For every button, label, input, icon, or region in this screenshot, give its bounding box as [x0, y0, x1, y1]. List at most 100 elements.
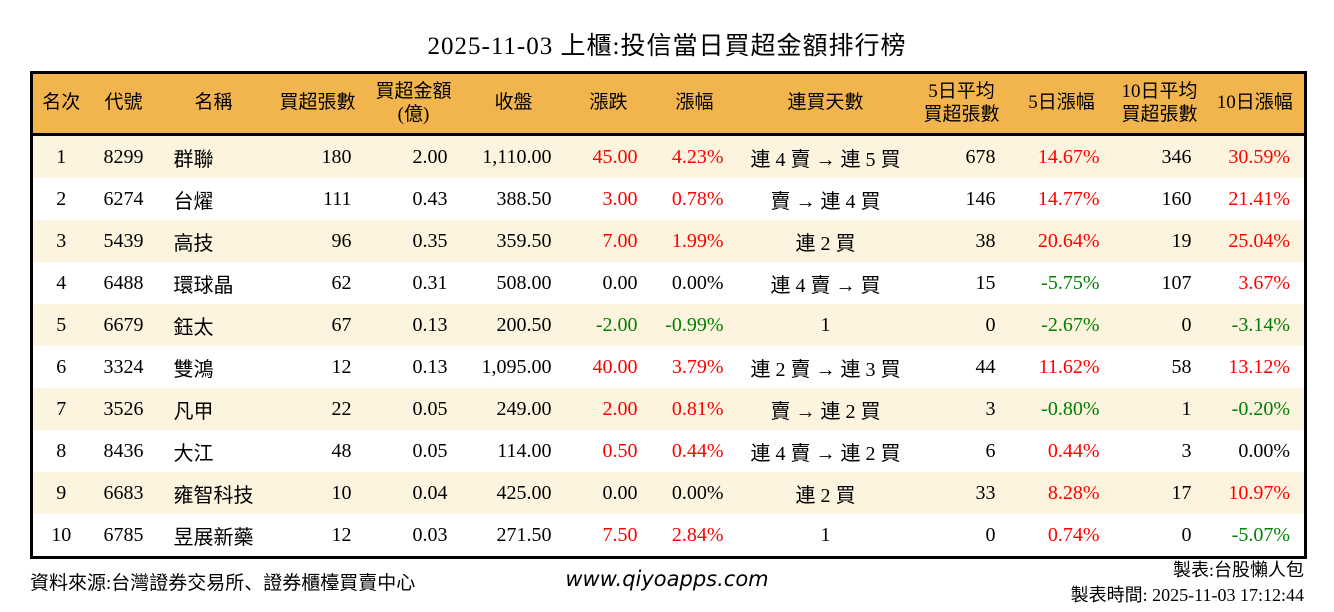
- col-header-10: 5日平均 買超張數: [913, 72, 1010, 136]
- cell-col1: 9: [56, 481, 67, 504]
- cell-col3: 昱展新藥: [173, 526, 254, 549]
- cell-col7: 0.50: [602, 439, 638, 462]
- cell-col2: 6274: [103, 187, 144, 210]
- made-time: 製表時間: 2025-11-03 17:12:44: [1070, 585, 1304, 606]
- cell-col5: 0.13: [412, 313, 448, 336]
- cell-col9: 連 2 賣 → 連 3 買: [750, 358, 901, 381]
- cell-col3: 台燿: [173, 190, 214, 213]
- cell-col11: -5.75%: [1041, 271, 1100, 294]
- cell-col1: 3: [56, 229, 67, 252]
- cell-col2: 3526: [103, 397, 144, 420]
- cell-col1: 5: [56, 313, 67, 336]
- cell-col12: 346: [1161, 145, 1192, 168]
- cell-col5: 0.31: [412, 271, 448, 294]
- cell-col9: 連 2 買: [795, 484, 856, 507]
- table-row: 7 3526 凡甲 22 0.05 249.00 2.00 0.81% 賣 → 連 2 買 3 -0…: [31, 388, 1306, 430]
- col-header-2: 代號: [89, 72, 158, 136]
- cell-col4: 12: [331, 523, 352, 546]
- cell-col4: 12: [331, 355, 352, 378]
- cell-col6: 1,095.00: [481, 355, 552, 378]
- col-header-8: 漲幅: [651, 72, 738, 136]
- cell-col11: 14.77%: [1037, 187, 1100, 210]
- cell-col7: -2.00: [595, 313, 638, 336]
- cell-col9: 連 4 賣 → 買: [770, 274, 881, 297]
- cell-col13: 30.59%: [1228, 145, 1290, 168]
- cell-col2: 3324: [103, 355, 144, 378]
- cell-col6: 508.00: [496, 271, 552, 294]
- col-header-3: 名稱: [157, 72, 270, 136]
- cell-col7: 0.00: [602, 481, 638, 504]
- cell-col4: 111: [322, 187, 352, 210]
- cell-col9: 賣 → 連 2 買: [770, 400, 881, 423]
- cell-col9: 賣 → 連 4 買: [770, 190, 881, 213]
- cell-col2: 6679: [103, 313, 144, 336]
- cell-col8: 0.00%: [671, 481, 724, 504]
- table-body: 1 8299 群聯 180 2.00 1,110.00 45.00 4.23% 連 4 賣 → …: [31, 134, 1306, 558]
- cell-col2: 8299: [103, 145, 144, 168]
- table-row: 2 6274 台燿 111 0.43 388.50 3.00 0.78% 賣 → 連 4 買 14…: [31, 178, 1306, 220]
- cell-col6: 359.50: [496, 229, 552, 252]
- cell-col1: 2: [56, 187, 67, 210]
- cell-col6: 200.50: [496, 313, 552, 336]
- cell-col5: 0.05: [412, 397, 448, 420]
- cell-col10: 6: [985, 439, 996, 462]
- cell-col5: 0.05: [412, 439, 448, 462]
- cell-col13: 21.41%: [1228, 187, 1290, 210]
- col-header-7: 漲跌: [565, 72, 652, 136]
- cell-col11: 0.74%: [1047, 523, 1100, 546]
- cell-col12: 0: [1181, 523, 1192, 546]
- cell-col13: 0.00%: [1238, 439, 1290, 462]
- table-row: 5 6679 鈺太 67 0.13 200.50 -2.00 -0.99% 1 0 -2.67% 0 -…: [31, 304, 1306, 346]
- cell-col3: 凡甲: [173, 400, 214, 423]
- cell-col13: 13.12%: [1228, 355, 1290, 378]
- cell-col13: -3.14%: [1231, 313, 1290, 336]
- cell-col2: 6683: [103, 481, 144, 504]
- col-header-6: 收盤: [461, 72, 566, 136]
- page-title: 2025-11-03 上櫃:投信當日買超金額排行榜: [427, 33, 907, 60]
- cell-col5: 0.13: [412, 355, 448, 378]
- cell-col3: 群聯: [173, 148, 214, 171]
- cell-col9: 連 2 買: [795, 232, 856, 255]
- cell-col11: 0.44%: [1047, 439, 1100, 462]
- cell-col10: 146: [965, 187, 996, 210]
- cell-col8: 0.44%: [671, 439, 724, 462]
- cell-col9: 1: [820, 523, 831, 546]
- cell-col4: 22: [331, 397, 352, 420]
- cell-col5: 2.00: [412, 145, 448, 168]
- cell-col7: 45.00: [592, 145, 638, 168]
- cell-col3: 環球晶: [173, 274, 234, 297]
- cell-col6: 425.00: [496, 481, 552, 504]
- cell-col12: 58: [1171, 355, 1192, 378]
- cell-col5: 0.35: [412, 229, 448, 252]
- cell-col3: 雍智科技: [173, 484, 254, 507]
- col-header-4: 買超張數: [269, 72, 366, 136]
- cell-col11: 14.67%: [1037, 145, 1100, 168]
- table-row: 3 5439 高技 96 0.35 359.50 7.00 1.99% 連 2 買 38 20.64…: [31, 220, 1306, 262]
- cell-col3: 雙鴻: [173, 358, 214, 381]
- table-row: 9 6683 雍智科技 10 0.04 425.00 0.00 0.00% 連 2 買 33 8.2…: [31, 472, 1306, 514]
- cell-col3: 鈺太: [173, 316, 214, 339]
- cell-col8: 2.84%: [671, 523, 724, 546]
- table-row: 10 6785 昱展新藥 12 0.03 271.50 7.50 2.84% 1 0 0.74% 0-…: [31, 514, 1306, 558]
- cell-col12: 3: [1181, 439, 1192, 462]
- col-header-9: 連買天數: [737, 72, 914, 136]
- table-row: 1 8299 群聯 180 2.00 1,110.00 45.00 4.23% 連 4 賣 → …: [31, 134, 1306, 178]
- cell-col12: 19: [1171, 229, 1192, 252]
- cell-col4: 10: [331, 481, 352, 504]
- cell-col13: 3.67%: [1238, 271, 1290, 294]
- cell-col8: 1.99%: [671, 229, 724, 252]
- table-header: 名次 代號 名稱 買超張數 買超金額 (億) 收盤 漲跌 漲幅 連買天數 5日平均 買超張數 5日漲…: [31, 72, 1306, 136]
- cell-col11: -0.80%: [1041, 397, 1100, 420]
- cell-col13: -0.20%: [1231, 397, 1290, 420]
- cell-col7: 7.50: [602, 523, 638, 546]
- cell-col2: 8436: [103, 439, 144, 462]
- col-header-12: 10日平均 買超張數: [1113, 72, 1206, 136]
- cell-col3: 大江: [173, 442, 214, 465]
- cell-col8: 0.00%: [671, 271, 724, 294]
- header-row: 名次 代號 名稱 買超張數 買超金額 (億) 收盤 漲跌 漲幅 連買天數 5日平均 買超張數 5日漲…: [31, 72, 1306, 136]
- cell-col11: 8.28%: [1047, 481, 1100, 504]
- cell-col13: 25.04%: [1228, 229, 1290, 252]
- ranking-table: 名次 代號 名稱 買超張數 買超金額 (億) 收盤 漲跌 漲幅 連買天數 5日平均 買超張數 5日漲…: [30, 71, 1307, 559]
- website-watermark: www.qiyoapps.com: [565, 567, 769, 591]
